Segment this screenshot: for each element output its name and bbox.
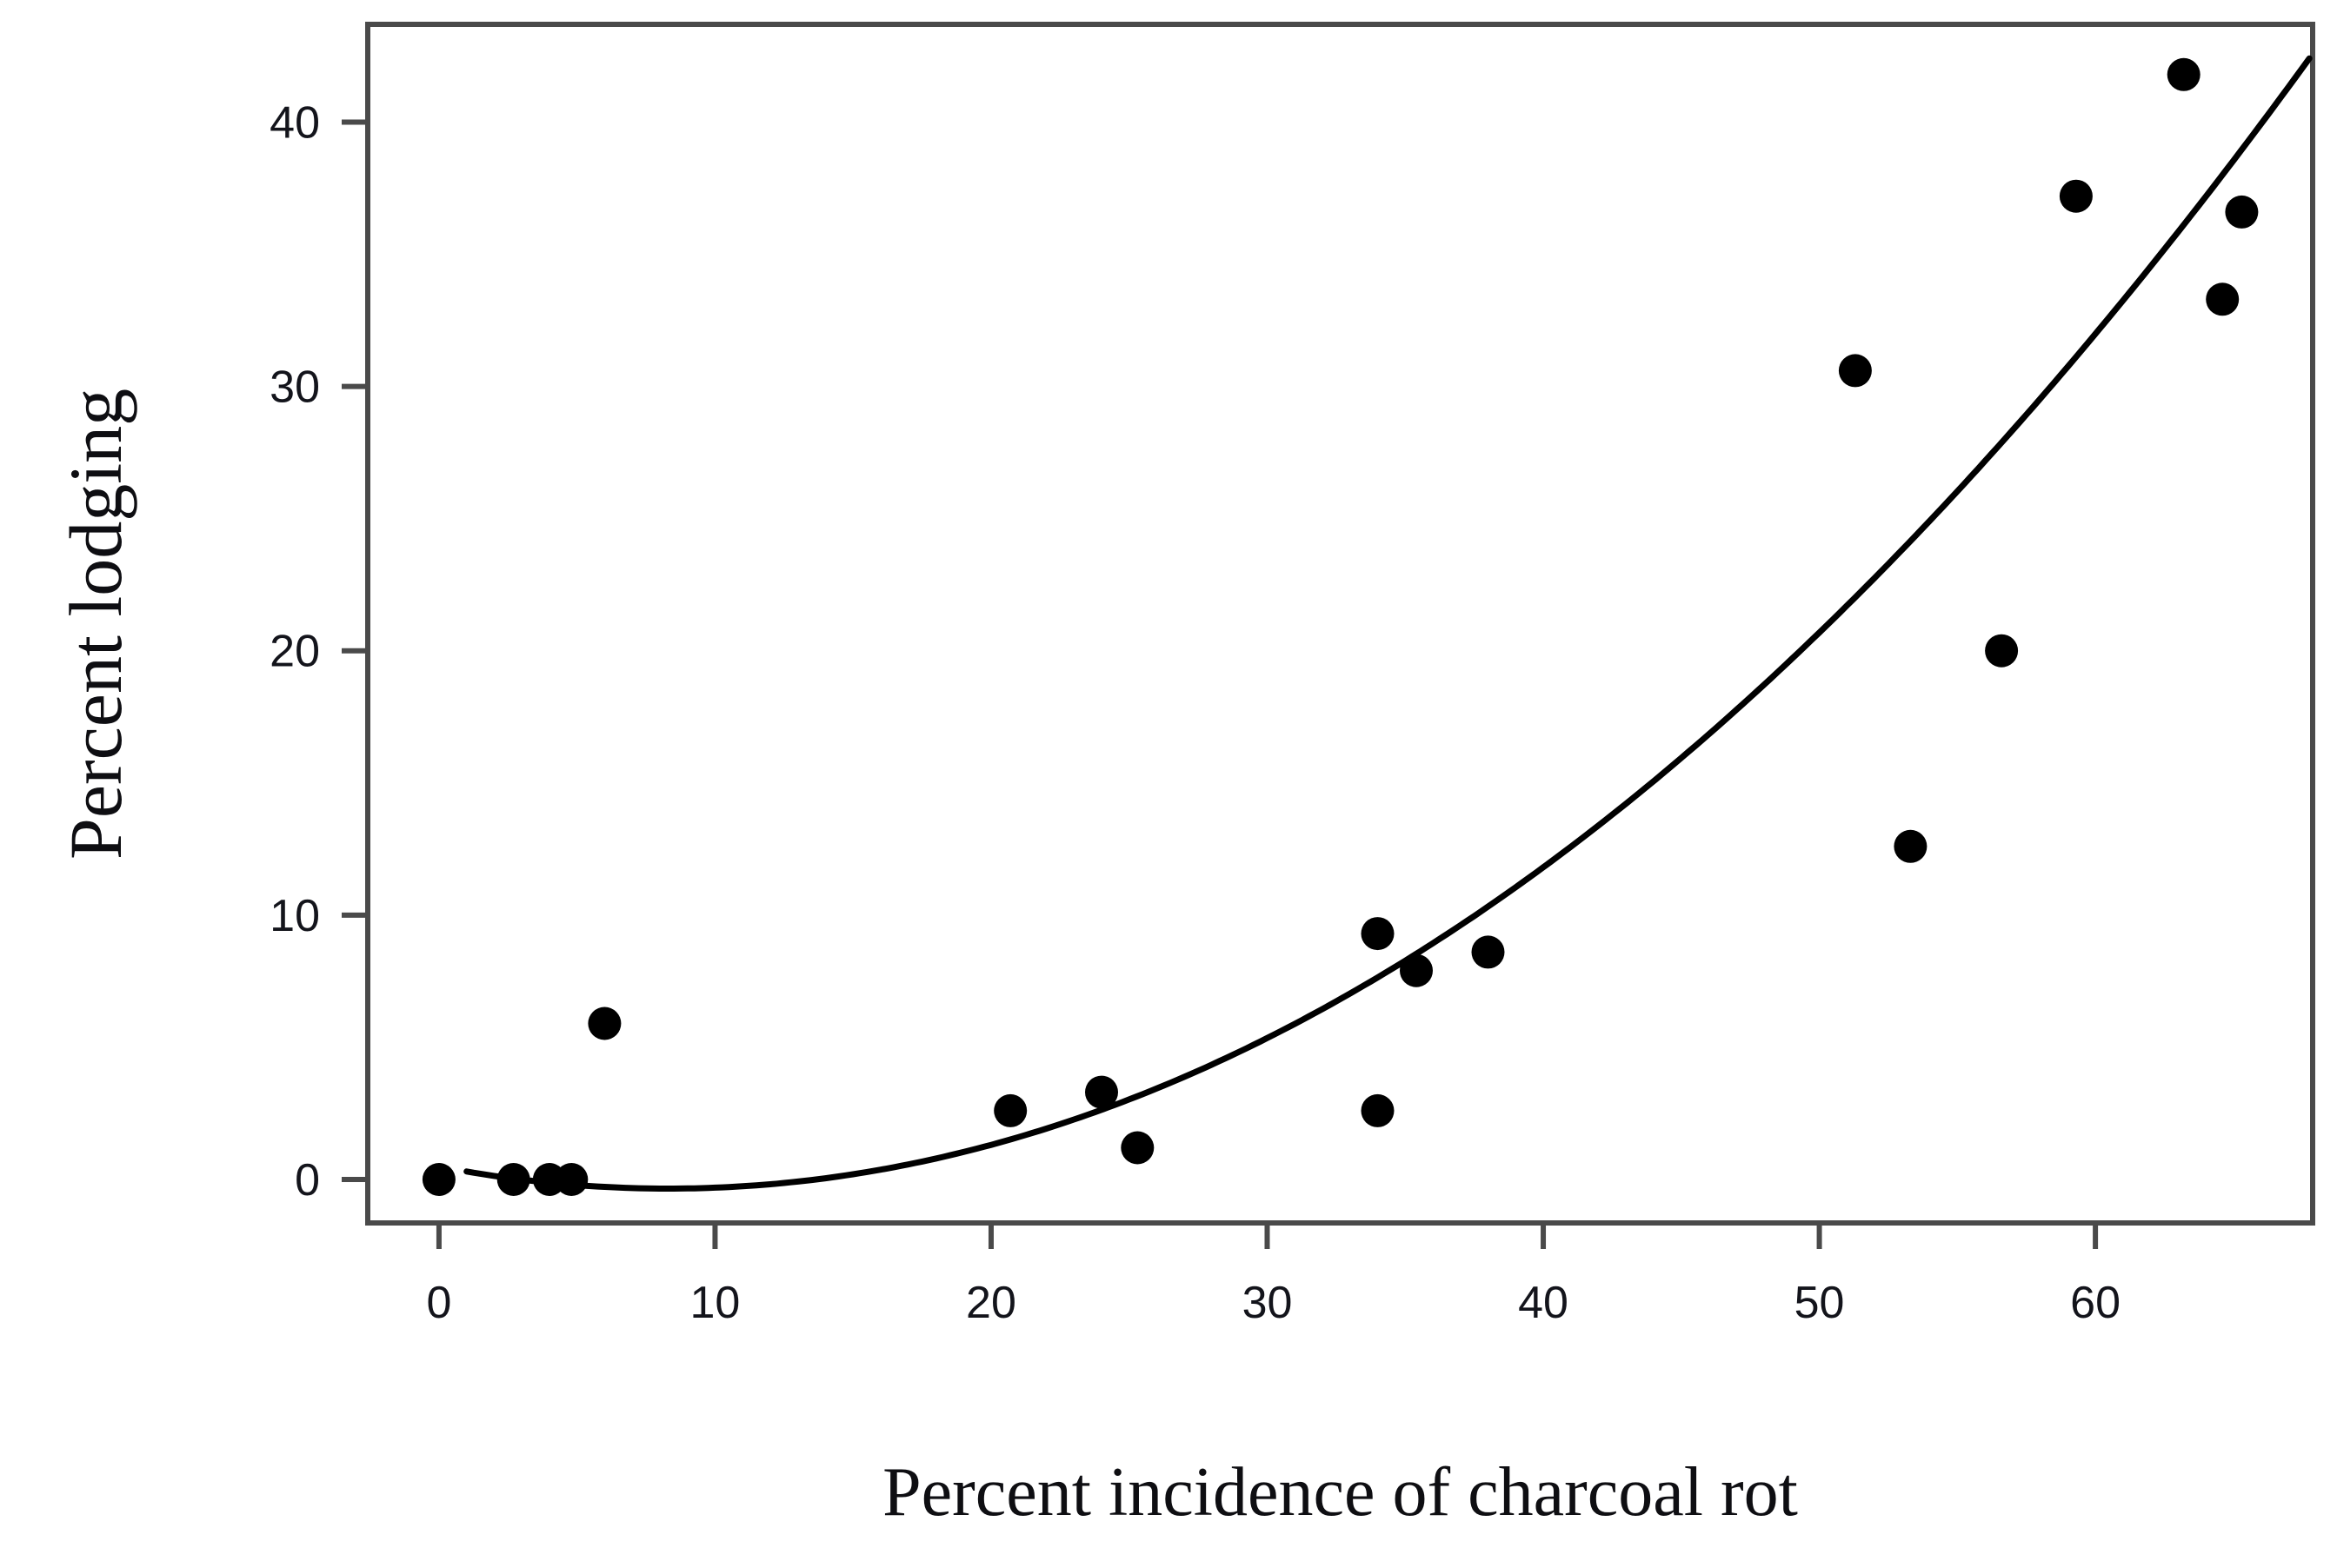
- tick-labels: 0 10 20 30 40 50 60 0 10 20 30 40: [270, 98, 2121, 1328]
- y-axis-title: Percent lodging: [54, 388, 137, 860]
- x-tick-label: 30: [1242, 1278, 1293, 1328]
- data-point: [1838, 354, 1872, 388]
- y-tick-label: 0: [295, 1155, 320, 1206]
- y-tick-label: 20: [270, 627, 320, 677]
- x-tick-label: 0: [426, 1278, 451, 1328]
- x-tick-label: 20: [966, 1278, 1016, 1328]
- trend-curve-path: [463, 55, 2313, 1192]
- data-point: [2167, 57, 2201, 91]
- data-point: [496, 1163, 530, 1196]
- axis-ticks: [342, 119, 2099, 1249]
- data-point: [555, 1163, 589, 1196]
- data-point: [1121, 1131, 1155, 1165]
- y-tick-label: 30: [270, 362, 320, 413]
- x-tick-label: 60: [2070, 1278, 2121, 1328]
- data-point: [1400, 953, 1433, 987]
- data-point: [1985, 634, 2019, 668]
- data-point: [1361, 917, 1395, 951]
- data-point: [994, 1093, 1028, 1127]
- data-point: [1894, 829, 1928, 863]
- y-tick-label: 10: [270, 891, 320, 941]
- y-tick-label: 40: [270, 98, 320, 149]
- plot-border: [365, 22, 2315, 1226]
- fitted-curve: [463, 55, 2313, 1192]
- x-tick-label: 10: [690, 1278, 741, 1328]
- data-point: [1361, 1093, 1395, 1127]
- plot-box: [365, 22, 2315, 1226]
- x-axis-title: Percent incidence of charcoal rot: [882, 1454, 1798, 1531]
- data-point: [422, 1163, 456, 1196]
- data-point: [2206, 282, 2240, 316]
- x-tick-label: 40: [1518, 1278, 1568, 1328]
- data-point: [1471, 935, 1505, 969]
- data-point: [2059, 179, 2093, 213]
- data-point: [588, 1007, 622, 1040]
- data-point: [2225, 195, 2259, 229]
- x-tick-label: 50: [1794, 1278, 1845, 1328]
- data-point: [1085, 1075, 1118, 1109]
- data-points: [422, 57, 2259, 1196]
